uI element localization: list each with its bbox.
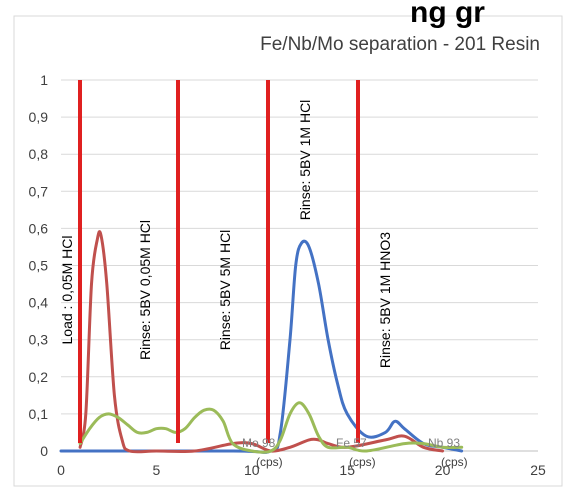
marker-label: Load : 0,05M HCl xyxy=(59,236,75,345)
x-tick-label: 10 xyxy=(244,462,260,478)
marker-label: Rinse: 5BV 1M HCl xyxy=(297,100,313,221)
series-label: Mo 98 xyxy=(242,436,276,450)
chart-title: Fe/Nb/Mo separation - 201 Resin xyxy=(260,34,540,55)
y-tick-label: 0,4 xyxy=(29,295,49,311)
x-tick-label: 20 xyxy=(435,462,451,478)
y-tick-label: 0,5 xyxy=(29,258,49,274)
y-tick-label: 0,9 xyxy=(29,109,49,125)
series-unit-label: (cps) xyxy=(441,455,468,469)
y-tick-label: 0,8 xyxy=(29,146,49,162)
x-tick-label: 0 xyxy=(57,462,65,478)
y-tick-label: 0,1 xyxy=(29,406,49,422)
y-axis: 0 0,1 0,2 0,3 0,4 0,5 0,6 0,7 0,8 0,9 1 xyxy=(29,72,49,459)
top-text-fragment: ng gr xyxy=(410,0,485,29)
chart-border xyxy=(13,15,563,487)
y-tick-label: 0,2 xyxy=(29,369,49,385)
y-tick-label: 0 xyxy=(40,443,48,459)
y-tick-label: 0,6 xyxy=(29,220,49,236)
series-unit-label: (cps) xyxy=(256,455,283,469)
marker-label: Rinse: 5BV 1M HNO3 xyxy=(377,232,393,368)
series-label: Fe 57 xyxy=(336,436,367,450)
grid-lines xyxy=(61,79,538,415)
x-tick-label: 5 xyxy=(153,462,161,478)
x-tick-label: 25 xyxy=(530,462,546,478)
series-lines xyxy=(59,230,464,454)
y-tick-label: 1 xyxy=(40,72,48,88)
series-label: Nb 93 xyxy=(428,436,460,450)
series-line-fe-57 xyxy=(78,230,445,454)
y-tick-label: 0,7 xyxy=(29,183,49,199)
y-tick-label: 0,3 xyxy=(29,332,49,348)
marker-label: Rinse: 5BV 0,05M HCl xyxy=(137,220,153,360)
series-labels: Mo 98 (cps) Fe 57 (cps) Nb 93 (cps) xyxy=(242,436,468,469)
marker-label: Rinse: 5BV 5M HCl xyxy=(217,230,233,351)
region-markers: Load : 0,05M HCl Rinse: 5BV 0,05M HCl Rins… xyxy=(59,80,393,443)
series-unit-label: (cps) xyxy=(349,455,376,469)
series-line-nb-93 xyxy=(78,401,464,454)
x-tick-label: 15 xyxy=(339,462,355,478)
x-axis-ticks: 0 5 10 15 20 25 xyxy=(57,462,546,478)
